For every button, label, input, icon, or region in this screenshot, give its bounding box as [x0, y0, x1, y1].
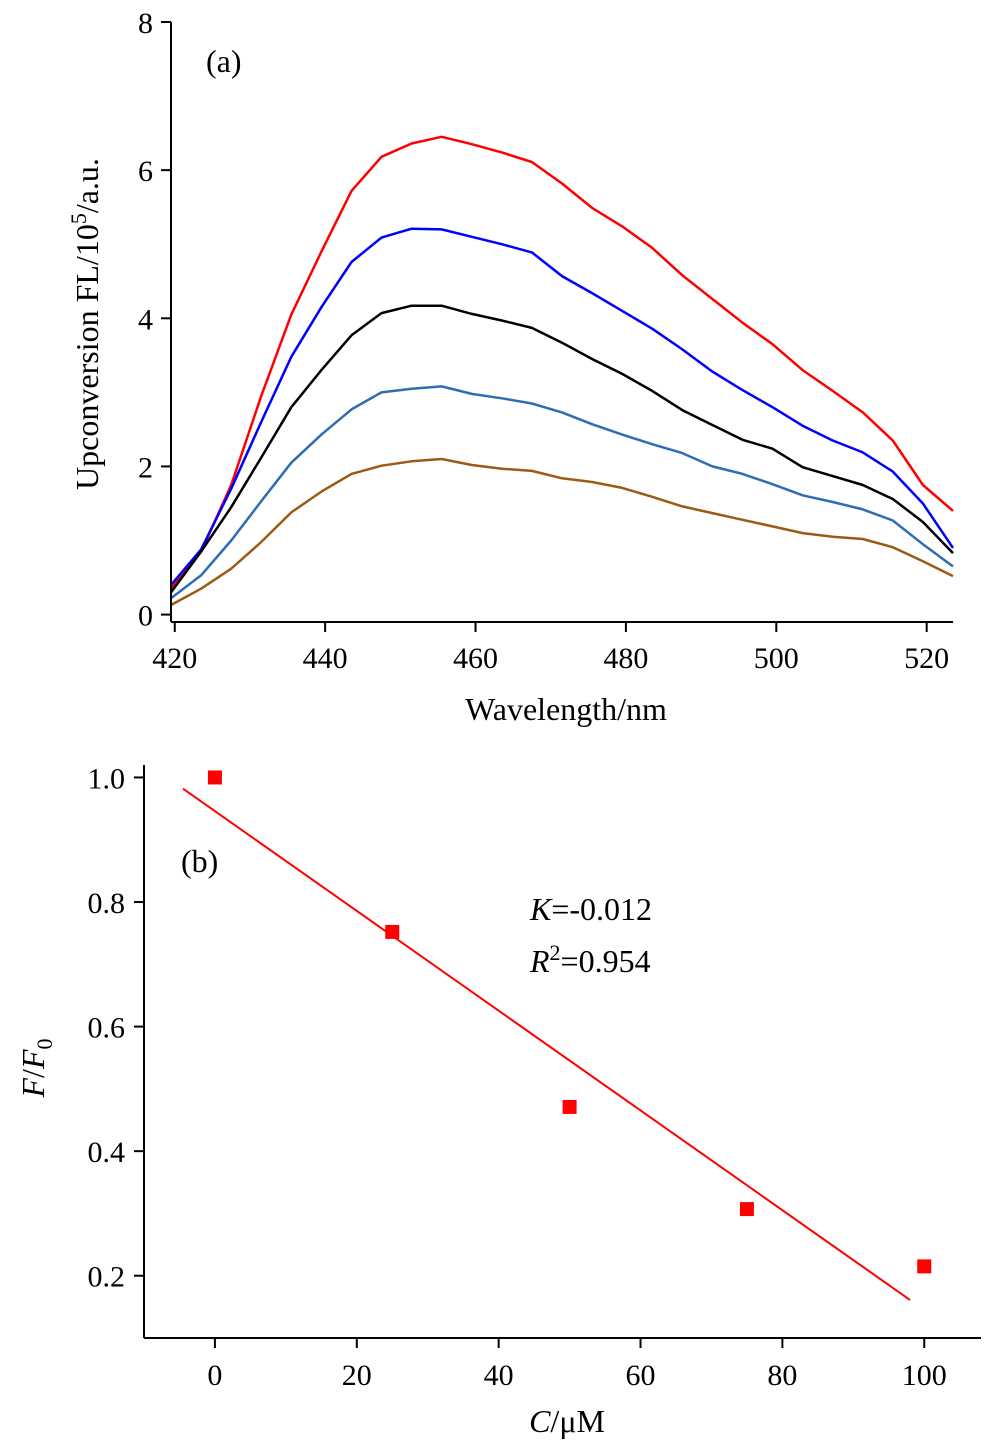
- panel-b-y-axis-title: F/F0: [15, 1039, 57, 1099]
- panel-b-x-axis-title-var: C: [529, 1403, 551, 1439]
- panel-a-y-axis-title: Upconversion FL/105/a.u.: [66, 158, 105, 490]
- panel-a-y-tick-label: 4: [138, 303, 153, 336]
- panel-a-label: (a): [206, 43, 242, 79]
- panel-b-y-tick-label: 0.8: [88, 887, 126, 920]
- panel-b-points-group: [207, 770, 932, 1274]
- panel-b-y-ticks: 0.2 0.4 0.6 0.8 1.0: [88, 762, 144, 1294]
- panel-a-y-tick-label: 8: [138, 7, 153, 40]
- panel-b-x-tick-label: 0: [207, 1359, 222, 1392]
- panel-b-annotation-r2: R2=0.954: [529, 940, 651, 979]
- panel-b-y-tick-label: 0.2: [88, 1261, 126, 1294]
- panel-b-x-tick-label: 80: [767, 1359, 797, 1392]
- panel-a-series-line-2: [170, 227, 955, 586]
- panel-b-x-tick-label: 20: [342, 1359, 372, 1392]
- panel-a-y-axis-title-sup: 5: [66, 213, 91, 224]
- panel-b-y-axis-title-var: F: [15, 1077, 51, 1098]
- panel-a-series-line-5: [170, 457, 954, 607]
- panel-b-fit-line: [182, 787, 911, 1301]
- panel-b-y-tick-label: 1.0: [88, 762, 126, 795]
- panel-b-label: (b): [181, 843, 218, 879]
- panel-b-annotation-r2-sup: 2: [550, 940, 561, 965]
- panel-b-x-axis-title: C/μM: [529, 1403, 605, 1439]
- panel-b-data-point: [207, 770, 222, 785]
- panel-a-x-tick-label: 440: [303, 642, 348, 675]
- panel-a-x-tick-label: 520: [904, 642, 949, 675]
- panel-a-series-group: [169, 135, 955, 607]
- panel-a-y-ticks: 0 2 4 6 8: [138, 7, 171, 633]
- panel-b-x-tick-label: 100: [902, 1359, 947, 1392]
- panel-b-data-point: [385, 924, 400, 939]
- panel-b-annotation-k: K=-0.012: [529, 891, 652, 927]
- panel-b-x-tick-label: 60: [626, 1359, 656, 1392]
- panel-b-annotation-k-var: K: [529, 891, 553, 927]
- panel-b-data-point: [739, 1202, 754, 1217]
- panel-b-y-tick-label: 0.4: [88, 1136, 126, 1169]
- panel-a-series-line-3: [169, 304, 954, 594]
- panel-a-series-line-1: [170, 135, 954, 590]
- panel-a-x-tick-label: 480: [603, 642, 648, 675]
- panel-a-y-axis-title-tail: /a.u.: [69, 158, 105, 213]
- panel-a-x-tick-label: 500: [754, 642, 799, 675]
- panel-a-y-tick-label: 2: [138, 451, 153, 484]
- panel-b-annotation-k-value: =-0.012: [551, 891, 652, 927]
- panel-b-annotation-r2-value: =0.954: [561, 943, 651, 979]
- panel-a-x-ticks: 420 440 460 480 500 520: [152, 622, 949, 675]
- panel-b-x-axis-title-unit: /μM: [550, 1403, 605, 1439]
- panel-b-annotation-r2-var: R: [529, 943, 550, 979]
- panel-b-x-tick-label: 40: [484, 1359, 514, 1392]
- panel-b-y-axis-title-sub: 0: [32, 1039, 57, 1050]
- panel-a-y-tick-label: 6: [138, 155, 153, 188]
- panel-b-y-axis-title-slash: /: [15, 1069, 51, 1078]
- panel-a-y-axis-title-main: Upconversion FL/10: [69, 224, 105, 490]
- panel-b-x-ticks: 0 20 40 60 80 100: [207, 1338, 947, 1392]
- panel-b-y-axis-title-var2: F: [15, 1049, 51, 1070]
- panel-b-data-point: [562, 1099, 577, 1114]
- panel-a: 420 440 460 480 500 520 0 2 4 6 8 (a) Wavelength/…: [66, 7, 955, 727]
- panel-b: 0 20 40 60 80 100 0.20.40.60.81.0 (b) K=-0.01…: [15, 762, 981, 1439]
- panel-a-x-axis-title: Wavelength/nm: [465, 691, 667, 727]
- panel-a-x-tick-label: 460: [453, 642, 498, 675]
- panel-b-data-point: [917, 1259, 932, 1274]
- panel-b-y-tick-label: 0.6: [88, 1012, 126, 1045]
- panel-a-y-tick-label: 0: [138, 600, 153, 633]
- panel-a-x-tick-label: 420: [152, 642, 197, 675]
- panel-a-series-line-4: [170, 385, 954, 600]
